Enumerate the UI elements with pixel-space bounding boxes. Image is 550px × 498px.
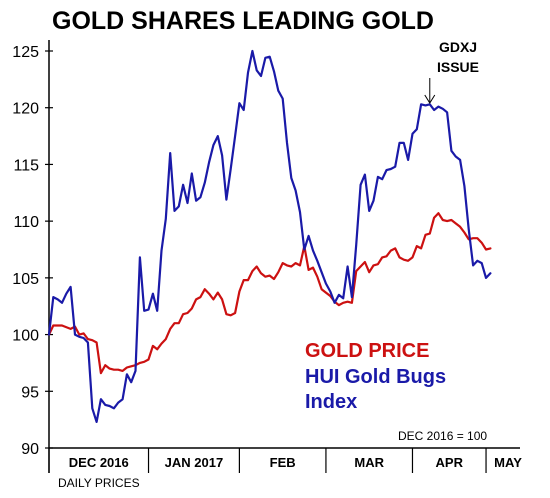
arrow-head bbox=[424, 94, 436, 104]
month-label: FEB bbox=[270, 455, 296, 470]
legend-hui-line1: HUI Gold Bugs bbox=[305, 366, 446, 388]
month-label: DEC 2016 bbox=[69, 455, 129, 470]
legend: GOLD PRICE HUI Gold Bugs Index bbox=[305, 340, 446, 413]
legend-gold-price: GOLD PRICE bbox=[305, 340, 429, 362]
series-layer bbox=[47, 49, 492, 423]
month-label: APR bbox=[436, 455, 464, 470]
y-tick-label: 95 bbox=[21, 384, 39, 401]
month-label: MAR bbox=[354, 455, 384, 470]
month-label: MAY bbox=[494, 455, 522, 470]
y-tick-label: 105 bbox=[12, 271, 39, 288]
month-label: JAN 2017 bbox=[165, 455, 224, 470]
y-tick-label: 115 bbox=[13, 157, 39, 174]
y-tick-label: 90 bbox=[21, 441, 39, 458]
series-line-gold-price bbox=[47, 212, 492, 375]
chart-title: GOLD SHARES LEADING GOLD bbox=[52, 7, 434, 35]
y-tick-label: 100 bbox=[12, 328, 39, 345]
annotation: GDXJ ISSUE bbox=[424, 39, 479, 104]
y-tick-label: 110 bbox=[13, 214, 39, 231]
x-axis: DEC 2016 JAN 2017 FEB MAR APR MAY bbox=[48, 448, 522, 473]
y-tick-label: 120 bbox=[12, 101, 39, 118]
legend-hui-line2: Index bbox=[305, 391, 357, 413]
annotation-line2: ISSUE bbox=[437, 59, 479, 75]
annotation-arrow bbox=[424, 78, 436, 104]
x-axis-note: DAILY PRICES bbox=[58, 476, 140, 490]
y-tick-label: 125 bbox=[12, 44, 39, 61]
series-line-hui-index bbox=[47, 49, 492, 423]
plot-frame bbox=[48, 40, 520, 473]
base-note: DEC 2016 = 100 bbox=[398, 429, 487, 443]
annotation-line1: GDXJ bbox=[439, 39, 477, 55]
y-axis: 90 95 100 105 110 115 120 125 bbox=[12, 44, 53, 458]
